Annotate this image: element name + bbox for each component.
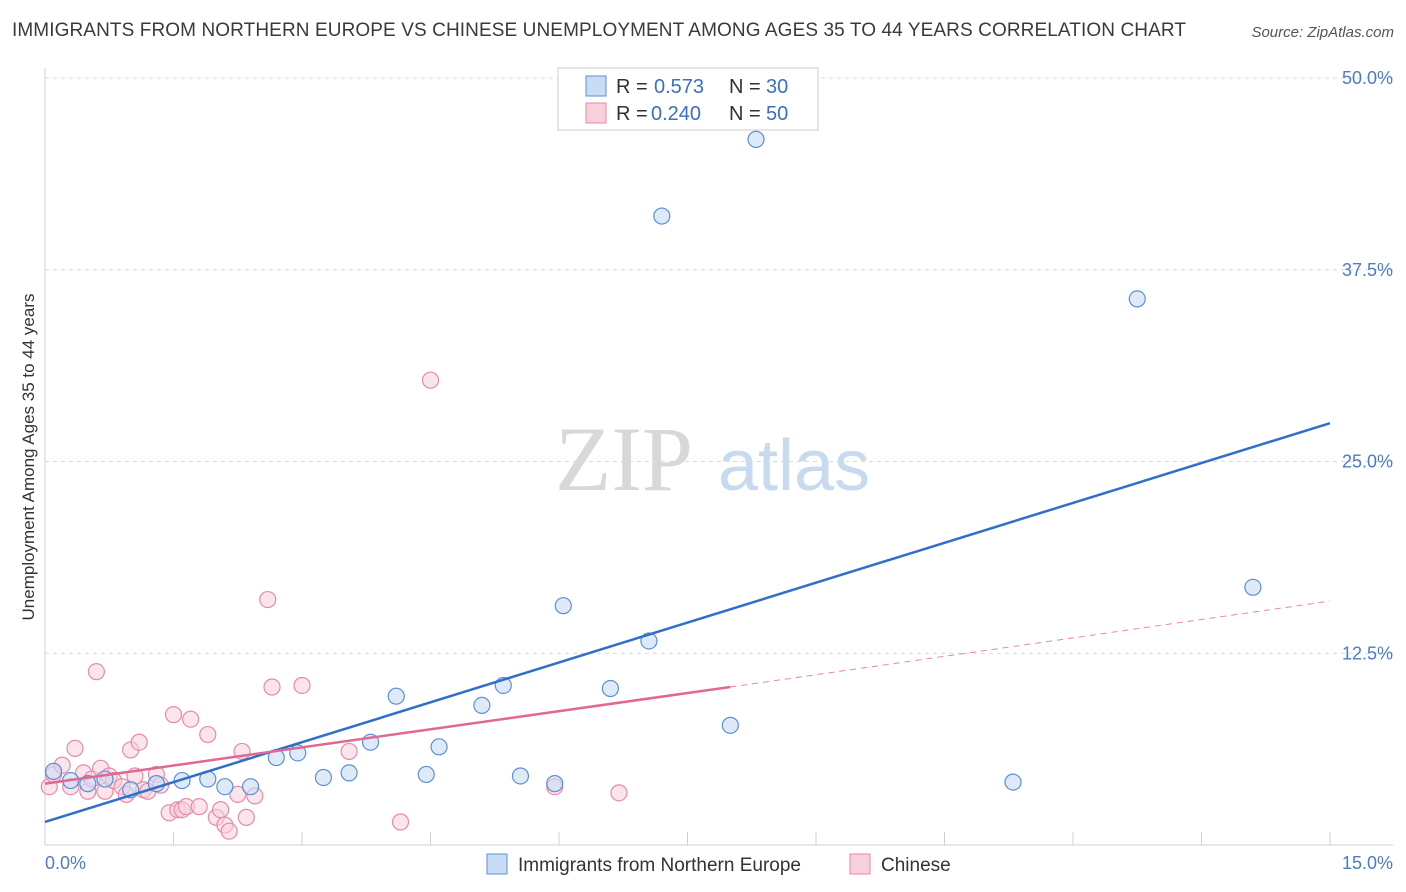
watermark-zip: ZIP [555, 408, 693, 510]
chinese-point-17 [130, 733, 148, 751]
x-tick-marks [173, 832, 1331, 845]
northern-europe-point-18 [473, 696, 491, 715]
chinese-point-23 [164, 706, 183, 724]
legend-n-label-2: N = [729, 103, 761, 125]
bottom-legend-swatch-blue [486, 853, 508, 875]
chinese-points [40, 371, 628, 840]
northern-europe-point-17 [430, 738, 448, 756]
y-tick-labels: 12.5% 25.0% 37.5% 50.0% [1342, 68, 1393, 663]
chinese-point-40 [293, 676, 311, 695]
legend-swatch-blue [585, 75, 607, 97]
northern-europe-points [44, 130, 1262, 799]
legend-swatch-pink [585, 102, 607, 124]
chinese-point-4 [66, 739, 84, 757]
x-tick-max: 15.0% [1342, 853, 1393, 873]
y-tick-label-3: 50.0% [1342, 68, 1393, 88]
chart-title: IMMIGRANTS FROM NORTHERN EUROPE VS CHINE… [12, 20, 1187, 41]
chinese-point-8 [87, 663, 106, 681]
northern-europe-point-16 [417, 765, 435, 784]
chinese-point-39 [263, 678, 281, 696]
northern-europe-point-20 [511, 767, 530, 785]
chinese-point-41 [340, 742, 358, 761]
northern-europe-point-25 [653, 207, 671, 225]
chinese-point-42 [391, 813, 410, 831]
northern-europe-point-26 [721, 716, 739, 734]
chinese-point-38 [259, 590, 277, 609]
northern-europe-point-28 [1004, 773, 1022, 791]
trend-lines [44, 421, 1331, 824]
legend-r-label-2: R = [616, 103, 648, 125]
northern-europe-point-23 [601, 679, 620, 698]
x-tick-min: 0.0% [45, 853, 86, 873]
chinese-point-27 [182, 710, 200, 728]
northern-europe-point-8 [216, 778, 234, 796]
chinese-trend-line [44, 685, 731, 785]
y-tick-label-2: 37.5% [1342, 260, 1393, 280]
northern-europe-point-12 [314, 768, 333, 787]
chinese-trend-extension [730, 600, 1331, 688]
northern-europe-point-0 [44, 762, 63, 780]
y-tick-label-0: 12.5% [1342, 643, 1393, 663]
source-label: Source: ZipAtlas.com [1251, 24, 1394, 41]
legend-r-label-1: R = [616, 76, 648, 98]
chinese-point-33 [220, 822, 238, 840]
northern-europe-point-13 [340, 764, 358, 782]
correlation-legend: R = 0.573 N = 30 R = 0.240 N = 50 [557, 67, 819, 131]
chinese-point-34 [229, 785, 247, 803]
chinese-point-36 [237, 808, 255, 826]
northern-europe-point-21 [546, 775, 564, 793]
legend-n-value-2: 50 [766, 103, 788, 125]
axes [44, 68, 1393, 846]
northern-europe-point-9 [242, 778, 260, 796]
northern-europe-point-2 [79, 775, 97, 793]
chinese-point-31 [212, 801, 230, 819]
northern-europe-point-30 [1244, 578, 1262, 596]
bottom-legend-label-1: Immigrants from Northern Europe [518, 855, 801, 876]
grid-lines [45, 77, 1393, 654]
chinese-point-43 [421, 371, 440, 389]
northern-europe-point-27 [747, 130, 765, 148]
northern-europe-trend-line [44, 421, 1331, 824]
northern-europe-point-29 [1128, 290, 1146, 308]
y-axis-label: Unemployment Among Ages 35 to 44 years [19, 294, 38, 621]
legend-n-value-1: 30 [766, 76, 788, 98]
chinese-point-28 [190, 798, 208, 816]
northern-europe-point-15 [387, 687, 405, 705]
northern-europe-point-22 [554, 597, 572, 615]
y-tick-label-1: 25.0% [1342, 452, 1393, 472]
bottom-legend-label-2: Chinese [881, 855, 951, 876]
legend-r-value-1: 0.573 [654, 76, 704, 98]
legend-n-label-1: N = [729, 76, 761, 98]
watermark-atlas: atlas [718, 426, 870, 506]
bottom-legend-swatch-pink [849, 853, 871, 875]
chinese-point-29 [199, 725, 217, 744]
chinese-point-45 [610, 784, 628, 802]
legend-r-value-2: 0.240 [651, 103, 701, 125]
series-legend: Immigrants from Northern Europe Chinese [486, 853, 951, 876]
